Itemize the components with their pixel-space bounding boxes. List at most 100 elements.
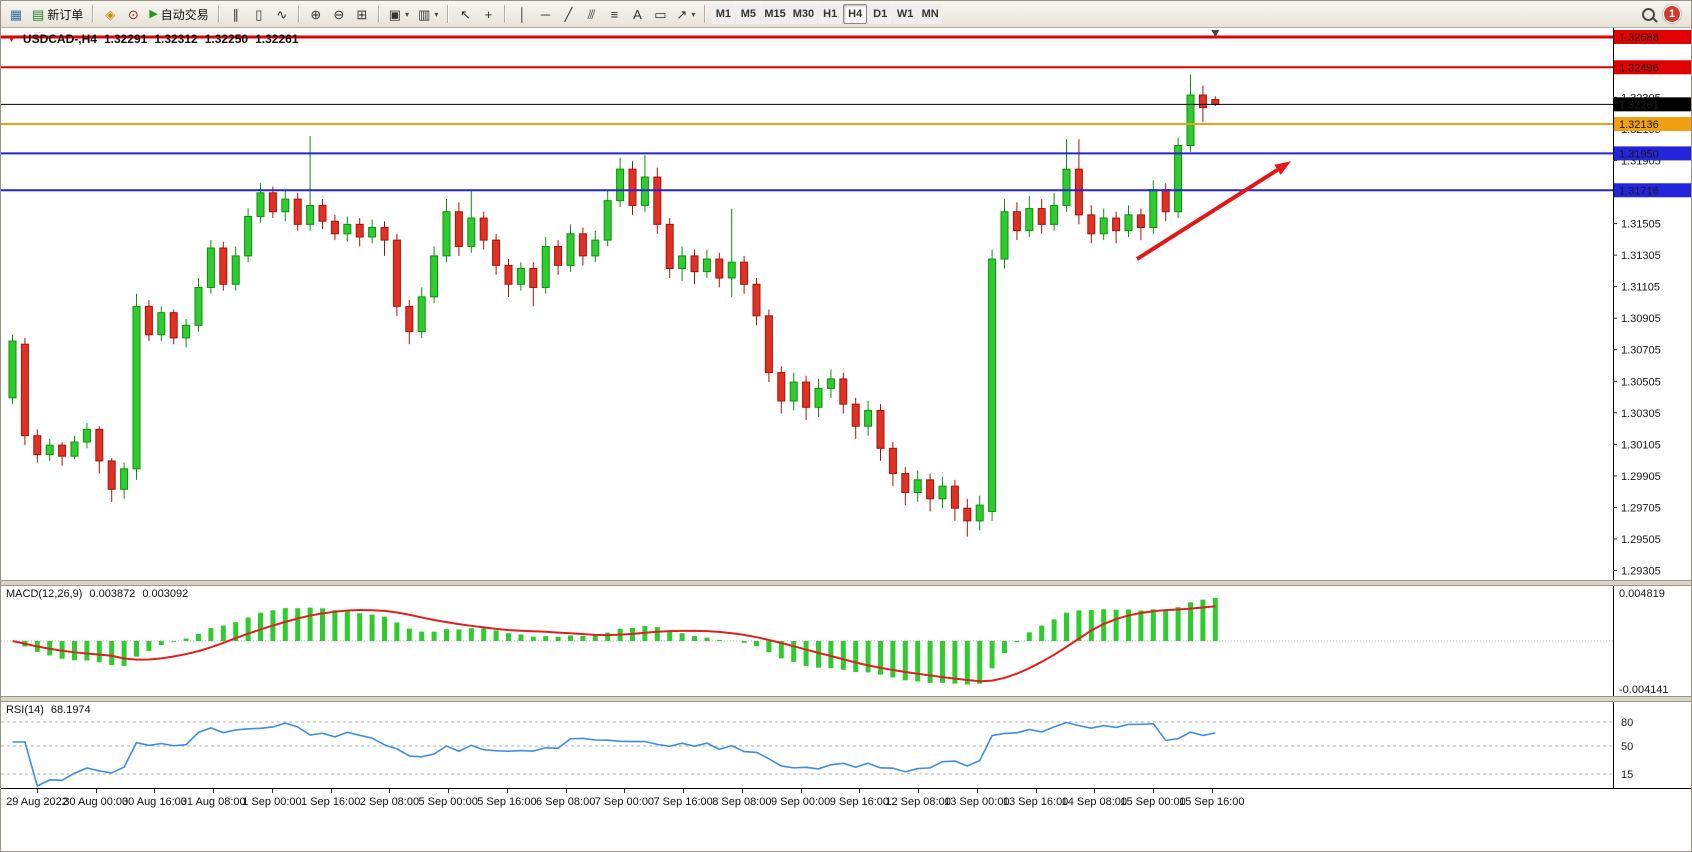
candle-body [343,223,352,235]
price-axis-label: 1.30905 [1621,313,1661,325]
pivot-line-price-badge [1614,117,1691,132]
panel-splitter[interactable] [1,696,1691,702]
crosshair-button[interactable]: + [477,3,499,25]
trend-arrow[interactable] [1135,168,1279,261]
ohlc-open: 1.32291 [103,32,148,46]
channel-button[interactable]: ⫻ [580,3,602,25]
cursor-icon: ↖ [459,6,471,22]
market-watch-button[interactable]: ◈ [99,3,121,25]
cursor-button[interactable]: ↖ [454,3,476,25]
search-icon[interactable] [1642,7,1655,21]
timeframe-m1[interactable]: M1 [711,4,736,24]
candle-body [752,283,761,317]
text-label-button[interactable]: ▭ [649,3,671,25]
price-axis-label: 1.30105 [1621,439,1661,451]
history-center-button[interactable]: ⊙ [122,3,144,25]
symbol-period-label: USDCAD-,H4 [22,32,97,46]
time-axis-tick [448,789,450,793]
zoom-in-button[interactable]: ⊕ [305,3,327,25]
time-axis-tick [1035,789,1037,793]
price-axis-label: 1.31505 [1621,219,1661,231]
candle-body [1186,94,1195,146]
candle-body [901,473,910,493]
timeframe-h4[interactable]: H4 [843,4,868,24]
candle-body [231,255,240,285]
time-axis[interactable]: 29 Aug 2022 30 Aug 00:00 30 Aug 16:00 31 Au… [1,788,1691,851]
bar-chart-button[interactable]: ∥ [225,3,247,25]
candle-body [839,378,848,405]
macd-panel[interactable]: 0.004819 -0.004141 MACD(12,26,9) 0.003872… [1,586,1691,696]
rsi-panel[interactable]: 80 50 15 RSI(14) 68.1974 [1,702,1691,788]
ohlc-close: 1.32261 [255,32,299,46]
timeframe-mn[interactable]: MN [918,4,943,24]
horizontal-line-button[interactable]: ─ [534,3,556,25]
time-axis-label: 1 Sep 00:00 [242,796,302,808]
candle-body [33,435,42,456]
candle-body [380,227,389,241]
chart-window-button[interactable]: ▦ [5,3,27,25]
macd-axis-min-label: -0.004141 [1619,684,1669,696]
chevron-down-icon: ▾ [691,9,696,19]
vertical-line-button[interactable]: │ [511,3,533,25]
rsi-level-label: 80 [1621,717,1633,729]
candle-body [864,409,873,427]
arrows-tool-button[interactable]: ↗ ▾ [672,3,699,25]
timeframe-m15[interactable]: M15 [761,4,789,24]
time-axis-label: 2 Sep 08:00 [359,796,420,808]
toolbar-separator [92,5,95,23]
time-axis-tick [506,789,508,793]
time-axis-label: 1 Sep 16:00 [301,796,361,808]
candle-body [8,340,17,399]
time-axis-label: 15 Sep 16:00 [1179,796,1245,808]
time-axis-label: 5 Sep 00:00 [418,796,478,808]
main-toolbar: ▦ ▤ 新订单 ◈ ⊙ ▶ 自动交易 ∥ ▯ ∿ ⊕ ⊖ ⊞ ▣ ▾ ▥ ▾ ↖ +… [1,1,1691,28]
timeframe-h1[interactable]: H1 [818,4,843,24]
candle-body [318,204,327,222]
candle-body [157,312,166,336]
tile-windows-button[interactable]: ⊞ [351,3,373,25]
zoom-out-button[interactable]: ⊖ [328,3,350,25]
timeframe-d1[interactable]: D1 [868,4,893,24]
panel-splitter[interactable] [1,580,1691,586]
candle-body [913,479,922,493]
bar-chart-icon: ∥ [232,6,240,22]
candle-body [442,211,451,257]
candle-body [132,305,141,470]
time-axis-tick [330,789,332,793]
timeframe-w1[interactable]: W1 [893,4,918,24]
candle-body [430,255,439,298]
timeframe-m30[interactable]: M30 [789,4,818,24]
timeframe-m5[interactable]: M5 [736,4,761,24]
candle-body [603,200,612,241]
price-axis-label: 1.30305 [1621,408,1661,420]
candle-body [1149,189,1158,229]
main-chart-panel[interactable]: 1.323051.321051.319051.317051.315051.313… [1,28,1691,580]
support-line-1-price-badge-label: 1.31950 [1619,148,1659,160]
new-order-button[interactable]: ▤ 新订单 [28,3,87,25]
candlestick-chart-button[interactable]: ▯ [248,3,270,25]
new-order-icon: ▤ [32,6,45,22]
resistance-line-1-price-badge-label: 1.32688 [1619,32,1659,44]
time-axis-tick [271,789,273,793]
auto-trading-button[interactable]: ▶ 自动交易 [145,3,212,25]
trendline-button[interactable]: ╱ [557,3,579,25]
time-axis-tick [1094,789,1096,793]
new-chart-button[interactable]: ▣ ▾ [385,3,413,25]
price-axis-label: 1.29505 [1621,534,1661,546]
fibonacci-button[interactable]: ≡ [603,3,625,25]
candle-body [206,247,215,288]
text-tool-button[interactable]: A [626,3,648,25]
candle-body [591,239,600,257]
toolbar-separator [217,5,220,23]
candle-body [1012,211,1021,232]
notification-badge[interactable]: 1 [1663,5,1681,23]
candle-body [1074,168,1083,216]
line-chart-button[interactable]: ∿ [271,3,293,25]
macd-value-signal: 0.003092 [142,588,189,600]
candle-body [851,403,860,427]
time-axis-tick [565,789,567,793]
price-axis-label: 1.29705 [1621,502,1661,514]
profiles-button[interactable]: ▥ ▾ [414,3,442,25]
main-chart-canvas[interactable]: 1.323051.321051.319051.317051.315051.313… [1,28,1692,580]
candle-body [665,223,674,270]
